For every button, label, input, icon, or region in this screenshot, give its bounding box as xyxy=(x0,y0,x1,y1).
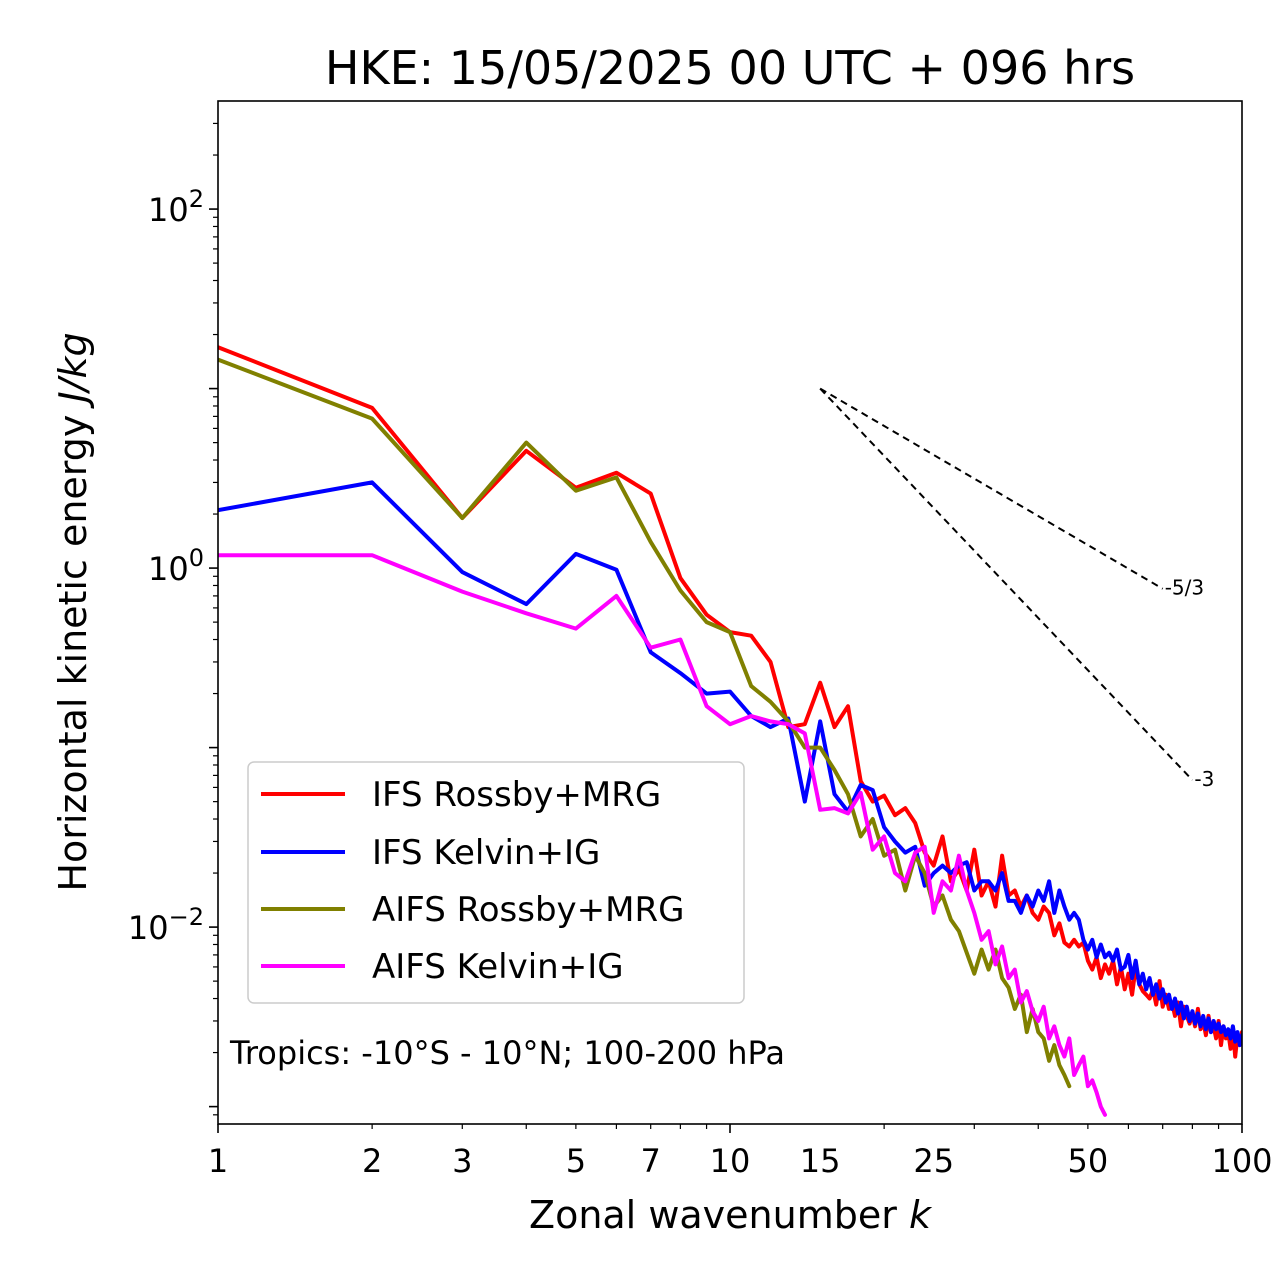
y-tick-labels: 10−2 100 102 xyxy=(128,185,204,947)
region-annotation: Tropics: -10°S - 10°N; 100-200 hPa xyxy=(229,1034,785,1072)
x-tick-label: 15 xyxy=(800,1142,841,1180)
x-tick-label: 5 xyxy=(566,1142,586,1180)
y-tick-label: 102 xyxy=(148,185,204,229)
legend: IFS Rossby+MRG IFS Kelvin+IG AIFS Rossby… xyxy=(247,761,745,1004)
series-layer xyxy=(218,345,1242,1117)
x-tick-label: 10 xyxy=(710,1142,751,1180)
legend-box xyxy=(247,761,745,1004)
slope-label: -5/3 xyxy=(1165,576,1204,600)
slope-label: -3 xyxy=(1194,767,1214,791)
x-tick-label: 7 xyxy=(641,1142,661,1180)
y-tick-label: 10−2 xyxy=(128,903,204,947)
legend-label-aifs-kelvin: AIFS Kelvin+IG xyxy=(372,947,624,987)
legend-label-ifs-rossby: IFS Rossby+MRG xyxy=(372,775,661,815)
slope-line-5-3 xyxy=(819,387,1164,590)
series-line-aifs-kelvin-ig xyxy=(218,553,1107,1117)
chart-title: HKE: 15/05/2025 00 UTC + 096 hrs xyxy=(325,41,1135,95)
x-tick-label: 1 xyxy=(208,1142,228,1180)
legend-label-aifs-rossby: AIFS Rossby+MRG xyxy=(372,890,684,930)
series-line-aifs-rossby-mrg xyxy=(218,357,1072,1089)
slope-line-3 xyxy=(819,387,1194,781)
plot-frame xyxy=(217,100,1243,1125)
x-tick-label: 25 xyxy=(913,1142,954,1180)
legend-label-ifs-kelvin: IFS Kelvin+IG xyxy=(372,833,600,873)
x-tick-label: 50 xyxy=(1068,1142,1109,1180)
x-tick-label: 2 xyxy=(362,1142,382,1180)
x-tick-label: 100 xyxy=(1211,1142,1272,1180)
axis-ticks xyxy=(209,122,1243,1133)
y-axis-label: Horizontal kinetic energy J/kg xyxy=(51,332,95,891)
reference-lines: -5/3 -3 xyxy=(819,387,1214,791)
y-tick-label: 100 xyxy=(148,544,204,588)
x-tick-labels: 1 2 3 5 7 10 15 25 50 100 xyxy=(208,1142,1273,1180)
x-tick-label: 3 xyxy=(452,1142,472,1180)
x-axis-label: Zonal wavenumber k xyxy=(529,1193,933,1237)
series-line-ifs-kelvin-ig xyxy=(218,480,1242,1048)
